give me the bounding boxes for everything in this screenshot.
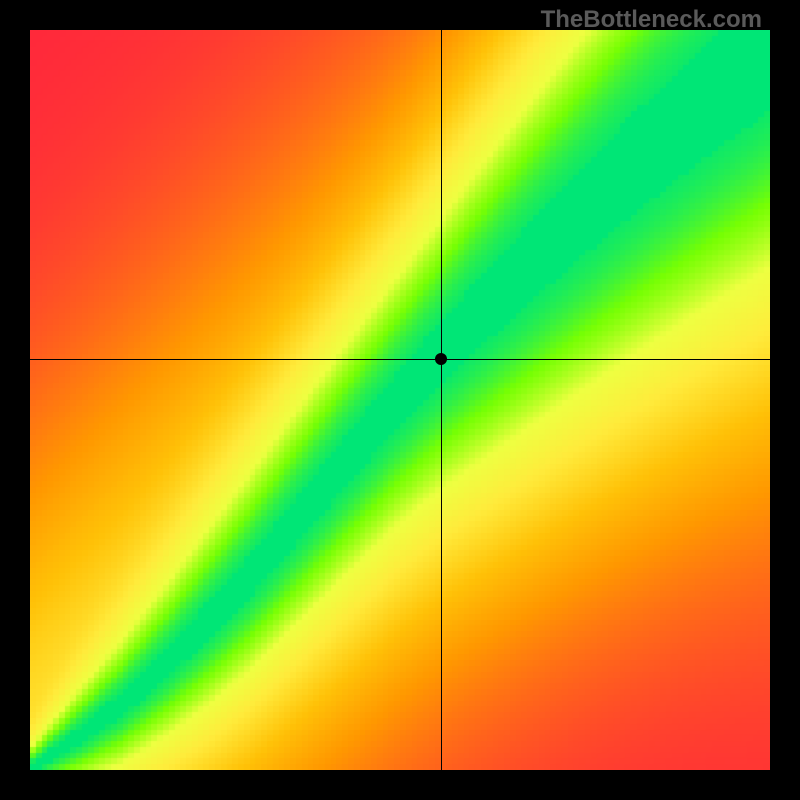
watermark-text: TheBottleneck.com (541, 6, 762, 34)
crosshair-vertical (441, 30, 442, 770)
crosshair-horizontal (30, 359, 770, 360)
crosshair-marker (435, 353, 447, 365)
heatmap-canvas (30, 30, 770, 770)
plot-area (30, 30, 770, 770)
